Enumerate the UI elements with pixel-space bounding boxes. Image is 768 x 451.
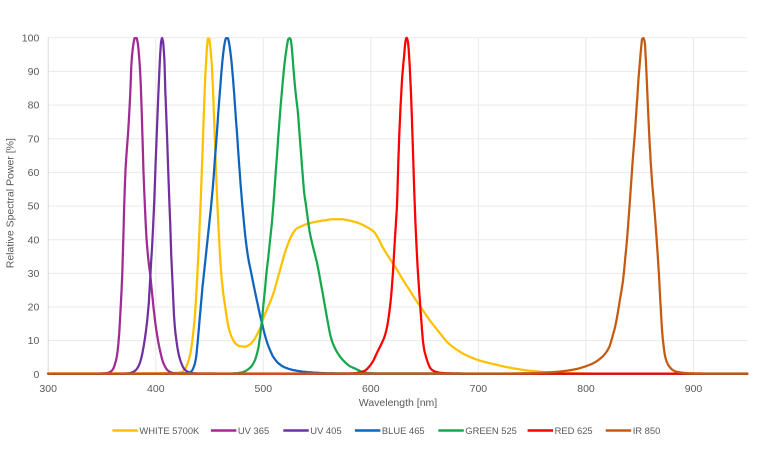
svg-text:WHITE 5700K: WHITE 5700K <box>139 425 200 436</box>
svg-text:Relative Spectral Power [%]: Relative Spectral Power [%] <box>4 138 16 268</box>
svg-text:50: 50 <box>28 201 40 213</box>
svg-text:60: 60 <box>28 167 40 179</box>
svg-text:70: 70 <box>28 133 40 145</box>
svg-text:UV 405: UV 405 <box>310 425 341 436</box>
svg-text:UV 365: UV 365 <box>238 425 269 436</box>
svg-text:80: 80 <box>28 100 40 112</box>
svg-text:90: 90 <box>28 66 40 78</box>
svg-text:600: 600 <box>362 383 380 395</box>
svg-text:0: 0 <box>33 369 39 381</box>
svg-text:RED 625: RED 625 <box>555 425 593 436</box>
svg-text:400: 400 <box>147 383 165 395</box>
svg-text:20: 20 <box>28 302 40 314</box>
svg-text:30: 30 <box>28 268 40 280</box>
svg-text:40: 40 <box>28 234 40 246</box>
svg-text:700: 700 <box>470 383 488 395</box>
svg-text:10: 10 <box>28 335 40 347</box>
svg-text:800: 800 <box>577 383 595 395</box>
svg-text:Wavelength [nm]: Wavelength [nm] <box>359 397 437 409</box>
svg-text:900: 900 <box>685 383 703 395</box>
svg-text:300: 300 <box>39 383 57 395</box>
svg-text:GREEN 525: GREEN 525 <box>465 425 517 436</box>
svg-text:500: 500 <box>255 383 273 395</box>
svg-text:BLUE 465: BLUE 465 <box>382 425 425 436</box>
svg-text:IR 850: IR 850 <box>633 425 661 436</box>
svg-text:100: 100 <box>22 32 40 44</box>
